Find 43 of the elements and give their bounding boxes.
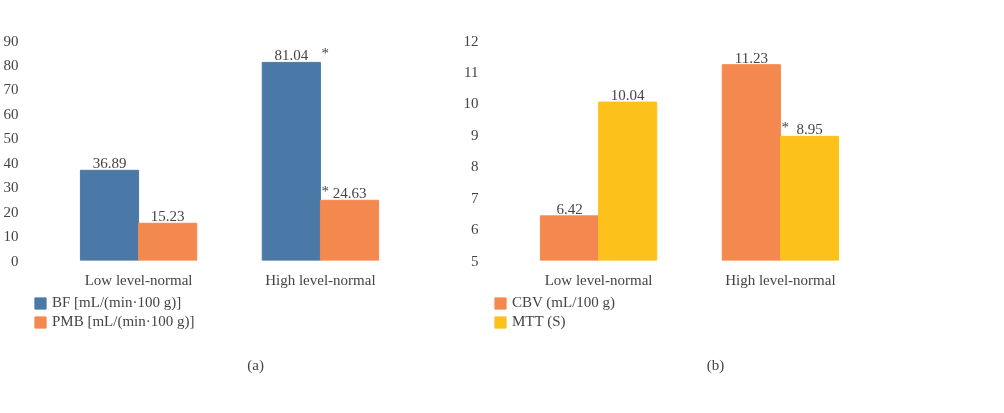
x-tick-label: High level-normal	[265, 271, 376, 288]
data-label: 6.42	[556, 200, 583, 217]
data-label: 10.04	[610, 87, 646, 104]
bar	[79, 169, 140, 261]
y-tick-label: 60	[3, 105, 19, 122]
y-tick-label: 11	[464, 63, 479, 80]
bar	[138, 222, 198, 261]
bar	[261, 61, 321, 261]
data-label: 81.04	[274, 47, 309, 64]
data-label: 15.23	[150, 208, 185, 225]
y-tick-label: 0	[11, 252, 19, 269]
text: (a)	[247, 356, 264, 374]
y-tick-label: 12	[463, 32, 479, 49]
annotation: *	[321, 183, 329, 200]
data-label: 8.95	[796, 121, 823, 138]
y-tick-label: 80	[3, 56, 19, 73]
legend-label: PMB [mL/(min·100 g)]	[52, 313, 195, 330]
legend-label: CBV (mL/100 g)	[512, 294, 616, 311]
y-tick-label: 6	[471, 221, 479, 238]
y-tick-label: 50	[3, 130, 19, 147]
legend-label: BF [mL/(min·100 g)]	[52, 294, 182, 311]
y-tick-label: 10	[3, 228, 19, 245]
y-tick-label: 20	[3, 203, 19, 220]
data-label: 11.23	[734, 49, 768, 66]
bar	[319, 199, 380, 261]
y-tick-label: 8	[471, 158, 479, 175]
x-tick-label: Low level-normal	[544, 271, 653, 288]
y-tick-label: 9	[471, 126, 479, 143]
data-label: 24.63	[332, 185, 367, 202]
y-tick-label: 5	[471, 252, 479, 269]
y-tick-label: 30	[3, 179, 19, 196]
y-tick-label: 7	[471, 189, 479, 206]
y-tick-label: 10	[463, 95, 479, 112]
y-tick-label: 40	[3, 154, 19, 171]
x-tick-label: Low level-normal	[84, 271, 193, 288]
data-label: 36.89	[92, 155, 127, 172]
x-tick-label: High level-normal	[725, 271, 836, 288]
annotation: *	[321, 45, 329, 62]
y-tick-label: 70	[3, 81, 19, 98]
y-tick-label: 90	[3, 32, 19, 49]
legend-label: MTT (S)	[512, 313, 566, 330]
text: (b)	[706, 356, 725, 374]
annotation: *	[781, 119, 789, 136]
